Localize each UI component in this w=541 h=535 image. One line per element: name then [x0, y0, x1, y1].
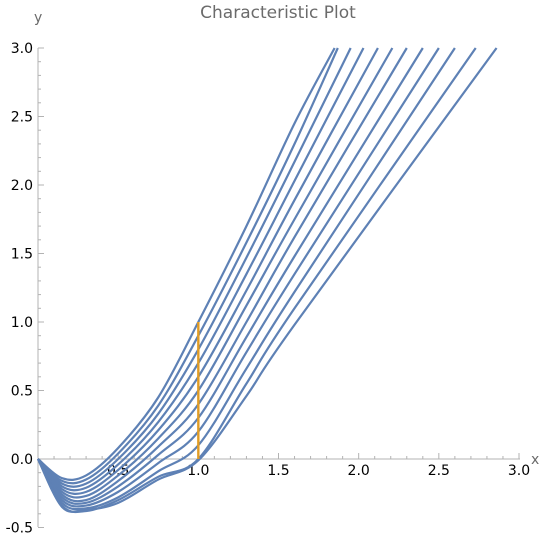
characteristic-curve-4 — [37, 47, 365, 492]
y-tick-label: 0.5 — [11, 384, 33, 400]
characteristic-curve-9 — [37, 47, 440, 508]
ticks: 0.5 1.0 1.5 2.0 2.5 3.0-0.50.00.51.01.52.02.5… — [6, 41, 530, 535]
characteristic-curve-1 — [37, 47, 336, 481]
y-tick-label: 2.5 — [11, 110, 33, 126]
y-tick-label: 0.0 — [11, 452, 33, 468]
characteristic-curve-2 — [37, 47, 339, 485]
y-axis-label: y — [34, 10, 42, 26]
x-tick-label: 3.0 — [508, 463, 530, 479]
characteristic-curve-8 — [37, 47, 424, 505]
x-axis-label: x — [531, 452, 539, 468]
characteristic-curve-7 — [37, 47, 408, 503]
x-tick-label: 1.0 — [187, 463, 209, 479]
y-tick-label: 1.0 — [11, 315, 33, 331]
characteristic-curve-3 — [37, 47, 352, 488]
y-tick-label: 1.5 — [11, 247, 33, 263]
x-tick-label: 2.5 — [428, 463, 450, 479]
y-tick-label: -0.5 — [6, 521, 33, 535]
characteristic-curve-6 — [37, 47, 394, 499]
x-tick-label: 1.5 — [267, 463, 289, 479]
y-tick-label: 3.0 — [11, 41, 33, 57]
y-tick-label: 2.0 — [11, 178, 33, 194]
characteristic-curve-10 — [37, 47, 456, 511]
characteristic-curve-12 — [37, 47, 498, 513]
chart-title: Characteristic Plot — [200, 3, 356, 23]
x-tick-label: 2.0 — [348, 463, 370, 479]
characteristic-curves — [37, 47, 498, 514]
characteristic-curve-5 — [37, 47, 379, 495]
